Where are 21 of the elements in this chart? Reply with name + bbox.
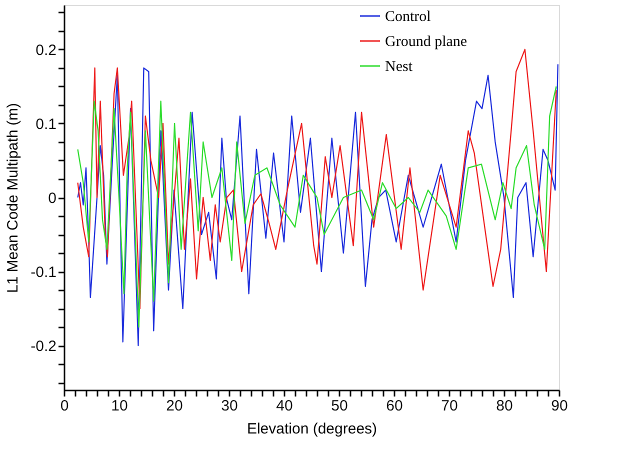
x-tick-label: 40	[276, 398, 293, 414]
x-tick-label: 90	[551, 398, 568, 414]
x-tick-label: 50	[331, 398, 348, 414]
x-tick-label: 10	[111, 398, 128, 414]
legend-label: Nest	[385, 59, 414, 75]
x-tick-label: 70	[441, 398, 458, 414]
x-tick-label: 20	[166, 398, 183, 414]
x-tick-label: 80	[496, 398, 513, 414]
y-tick-label: 0.1	[36, 116, 56, 133]
y-axis-title: L1 Mean Code Multipath (m)	[4, 102, 22, 294]
y-tick-label: -0.2	[30, 338, 56, 356]
x-tick-label: 30	[221, 398, 238, 414]
line-series	[77, 48, 557, 310]
y-tick-label: -0.1	[30, 264, 56, 282]
y-tick-label: 0.2	[36, 42, 56, 59]
legend-label: Control	[385, 9, 431, 25]
legend-label: Ground plane	[385, 34, 468, 50]
x-tick-label: 60	[386, 398, 403, 414]
x-tick-label: 0	[60, 398, 69, 414]
x-axis-title: Elevation (degrees)	[246, 420, 378, 438]
y-tick-label: 0	[48, 190, 56, 207]
